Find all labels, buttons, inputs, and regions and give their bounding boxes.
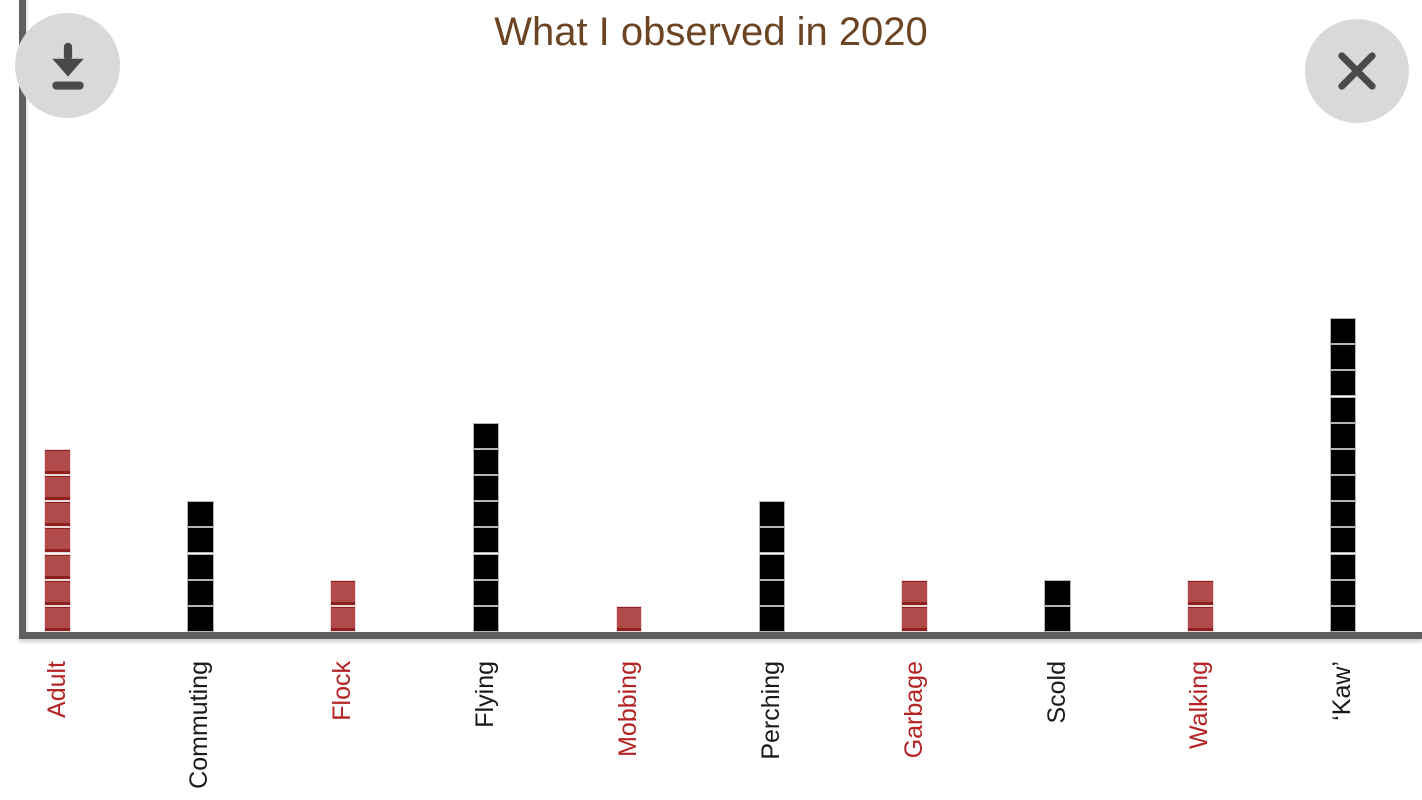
waffle-square	[759, 580, 785, 605]
waffle-square	[188, 580, 213, 605]
waffle-square	[759, 502, 785, 527]
x-axis-label: Commuting	[185, 661, 214, 789]
waffle-square	[1330, 528, 1356, 553]
waffle-square	[759, 554, 785, 579]
waffle-square	[1330, 318, 1356, 343]
x-axis-label: Scold	[1042, 661, 1071, 724]
x-axis-label: Mobbing	[613, 661, 642, 757]
waffle-square	[473, 580, 499, 605]
waffle-square	[1045, 580, 1070, 605]
waffle-square	[45, 580, 70, 605]
x-axis-label: Garbage	[899, 661, 928, 759]
waffle-square	[188, 528, 213, 553]
x-axis-label: Walking	[1185, 661, 1214, 749]
waffle-square	[1330, 580, 1356, 605]
waffle-square	[188, 554, 213, 579]
waffle-square	[473, 423, 499, 448]
waffle-square	[330, 580, 356, 605]
x-axis-label: Adult	[42, 661, 71, 718]
waffle-square	[1330, 449, 1356, 474]
waffle-square	[1330, 476, 1356, 501]
waffle-square	[1330, 345, 1356, 370]
waffle-square	[188, 607, 213, 631]
waffle-square	[45, 476, 70, 501]
chart-title: What I observed in 2020	[494, 10, 928, 54]
waffle-square	[759, 528, 785, 553]
waffle-square	[473, 607, 499, 631]
close-icon	[1338, 52, 1376, 90]
waffle-square	[188, 502, 213, 527]
bar-flying	[473, 423, 499, 631]
waffle-square	[473, 502, 499, 527]
bar-garbage	[902, 580, 927, 631]
bar-scold	[1045, 580, 1070, 631]
waffle-square	[1188, 607, 1213, 631]
bar-perching	[759, 502, 785, 631]
bar-flock	[330, 580, 356, 631]
waffle-square	[1188, 580, 1213, 605]
bar-kaw	[1330, 318, 1356, 631]
close-button[interactable]	[1305, 19, 1409, 123]
bar-mobbing	[616, 607, 642, 631]
waffle-square	[45, 528, 70, 553]
waffle-square	[902, 607, 927, 631]
waffle-square	[45, 554, 70, 579]
x-axis-label: Flying	[471, 661, 500, 728]
waffle-square	[1330, 423, 1356, 448]
waffle-square	[1330, 502, 1356, 527]
waffle-square	[473, 528, 499, 553]
waffle-square	[616, 607, 642, 631]
x-axis-label: Perching	[756, 661, 785, 760]
x-axis-label: Flock	[328, 661, 357, 721]
download-icon	[51, 42, 84, 90]
y-axis-line	[19, 0, 26, 637]
waffle-square	[1330, 607, 1356, 631]
waffle-square	[473, 476, 499, 501]
waffle-square	[473, 554, 499, 579]
bar-walking	[1188, 580, 1213, 631]
waffle-square	[45, 502, 70, 527]
waffle-square	[1045, 607, 1070, 631]
x-axis-label: ‘Kaw’	[1328, 661, 1357, 721]
bar-adult	[45, 449, 70, 631]
waffle-square	[45, 607, 70, 631]
waffle-square	[45, 449, 70, 474]
waffle-square	[902, 580, 927, 605]
waffle-square	[330, 607, 356, 631]
bar-commuting	[188, 502, 213, 631]
waffle-square	[1330, 371, 1356, 396]
waffle-square	[1330, 397, 1356, 422]
download-button[interactable]	[15, 13, 120, 118]
waffle-square	[759, 607, 785, 631]
waffle-square	[1330, 554, 1356, 579]
waffle-square	[473, 449, 499, 474]
x-axis-line	[19, 632, 1422, 639]
